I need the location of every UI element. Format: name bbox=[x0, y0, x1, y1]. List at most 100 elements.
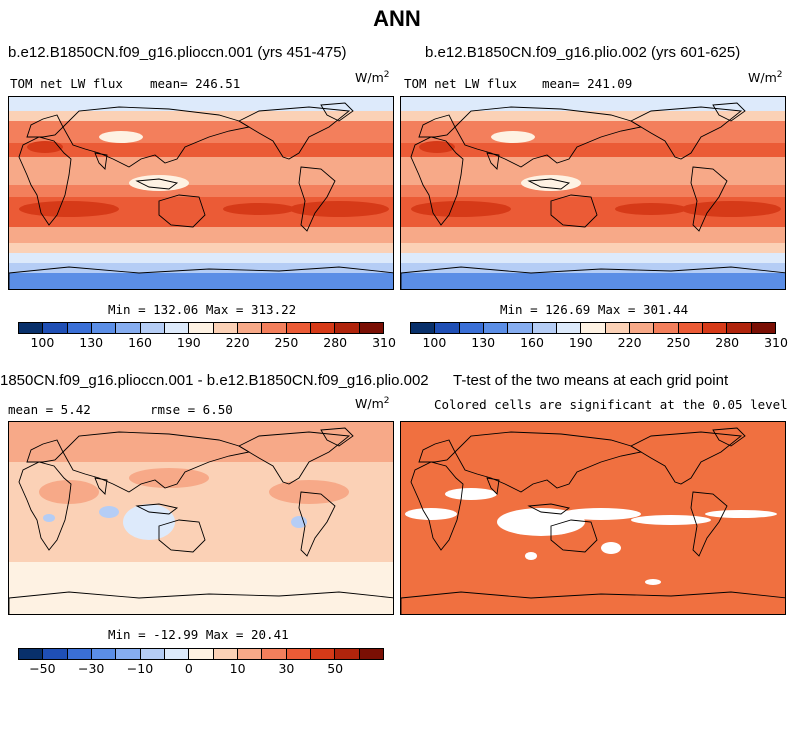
colorbar-swatch bbox=[605, 323, 630, 333]
colorbar-swatch bbox=[213, 323, 238, 333]
colorbar-tick-label: 130 bbox=[79, 335, 104, 350]
colorbar-tick-label: 100 bbox=[422, 335, 447, 350]
coastline bbox=[401, 591, 785, 614]
south-subtropics-high bbox=[411, 201, 511, 217]
colorbar-tick-label: 190 bbox=[176, 335, 201, 350]
diff-region bbox=[269, 480, 349, 504]
diff-north-band bbox=[9, 422, 393, 462]
warm-pool-low bbox=[129, 175, 189, 191]
coastline bbox=[630, 106, 743, 160]
coastline bbox=[9, 266, 393, 289]
panel2-colorbar bbox=[410, 322, 776, 334]
non-significant-region bbox=[645, 579, 661, 585]
lat-band bbox=[9, 143, 393, 157]
colorbar-swatch bbox=[19, 323, 44, 333]
panel3-rmse-label: rmse = 6.50 bbox=[150, 402, 233, 417]
coastline bbox=[320, 102, 354, 122]
panel2-variable-label: TOM net LW flux bbox=[404, 76, 517, 91]
colorbar-tick-label: 30 bbox=[278, 661, 295, 676]
panel2-map bbox=[400, 96, 786, 290]
panel3-map bbox=[8, 421, 394, 615]
coastline bbox=[690, 166, 728, 232]
panel1-map bbox=[8, 96, 394, 290]
non-significant-region bbox=[445, 488, 497, 500]
colorbar-tick-label: 280 bbox=[323, 335, 348, 350]
lat-band bbox=[9, 263, 393, 273]
colorbar-swatch bbox=[164, 323, 190, 333]
lat-band bbox=[9, 227, 393, 243]
coastline bbox=[158, 194, 206, 228]
panel2-mean-label: mean= 241.09 bbox=[542, 76, 633, 91]
lat-band bbox=[401, 253, 785, 263]
coastline bbox=[158, 519, 206, 553]
diff-south-band bbox=[9, 562, 393, 614]
figure-title: ANN bbox=[373, 6, 421, 31]
coastline bbox=[418, 114, 456, 138]
colorbar-swatch bbox=[335, 649, 360, 659]
colorbar-tick-label: 190 bbox=[568, 335, 593, 350]
coastline bbox=[550, 519, 598, 553]
lat-band bbox=[9, 253, 393, 263]
colorbar-swatch bbox=[67, 323, 92, 333]
coastline bbox=[9, 591, 393, 614]
colorbar-swatch bbox=[508, 323, 533, 333]
colorbar-swatch bbox=[459, 323, 484, 333]
colorbar-swatch bbox=[189, 649, 214, 659]
lat-band bbox=[9, 243, 393, 253]
panel2-units: W/m2 bbox=[748, 70, 783, 86]
south-pacific-high bbox=[223, 203, 295, 215]
coastline bbox=[298, 491, 336, 557]
colorbar-swatch bbox=[189, 323, 214, 333]
colorbar-swatch bbox=[629, 323, 655, 333]
coastline bbox=[135, 503, 179, 515]
coastline bbox=[18, 136, 72, 226]
colorbar-tick-label: 10 bbox=[229, 661, 246, 676]
diff-negative-region bbox=[43, 514, 55, 522]
coastline bbox=[401, 266, 785, 289]
colorbar-tick-label: 160 bbox=[128, 335, 152, 350]
colorbar-swatch bbox=[359, 649, 383, 659]
coastline bbox=[690, 491, 728, 557]
colorbar-swatch bbox=[310, 649, 336, 659]
colorbar-swatch bbox=[702, 323, 728, 333]
coastline bbox=[712, 102, 746, 122]
colorbar-swatch bbox=[43, 323, 68, 333]
colorbar-tick-label: −10 bbox=[126, 661, 154, 676]
panel4-map bbox=[400, 421, 786, 615]
colorbar-swatch bbox=[483, 323, 509, 333]
colorbar-swatch bbox=[19, 649, 44, 659]
colorbar-tick-label: 250 bbox=[274, 335, 299, 350]
non-significant-region bbox=[525, 552, 537, 560]
colorbar-tick-label: 130 bbox=[471, 335, 496, 350]
colorbar-swatch bbox=[751, 323, 775, 333]
panel1-colorbar bbox=[18, 322, 384, 334]
tibet-low bbox=[491, 131, 535, 143]
coastline bbox=[135, 178, 179, 190]
panel1-title: b.e12.B1850CN.f09_g16.plioccn.001 (yrs 4… bbox=[8, 44, 347, 61]
colorbar-swatch bbox=[654, 323, 679, 333]
colorbar-swatch bbox=[556, 323, 582, 333]
sahara-high bbox=[27, 141, 63, 153]
polar-band bbox=[9, 273, 393, 289]
colorbar-tick-label: 220 bbox=[617, 335, 642, 350]
coastline bbox=[238, 431, 351, 485]
colorbar-swatch bbox=[67, 649, 92, 659]
south-atlantic-high bbox=[289, 201, 389, 217]
panel1-mean-label: mean= 246.51 bbox=[150, 76, 241, 91]
coastline bbox=[630, 431, 743, 485]
colorbar-swatch bbox=[213, 649, 238, 659]
panel2-colorbar-ticks: 100 130 160 190 220 250 280 310 bbox=[0, 332, 794, 350]
diff-region bbox=[39, 480, 99, 504]
colorbar-swatch bbox=[237, 649, 263, 659]
colorbar-swatch bbox=[164, 649, 190, 659]
diff-negative-region bbox=[123, 504, 175, 540]
panel2-minmax: Min = 126.69 Max = 301.44 bbox=[500, 302, 689, 317]
panel1-units: W/m2 bbox=[355, 70, 390, 86]
colorbar-swatch bbox=[435, 323, 460, 333]
colorbar-tick-label: −50 bbox=[29, 661, 56, 676]
colorbar-swatch bbox=[237, 323, 263, 333]
coastline bbox=[26, 439, 64, 463]
coastline bbox=[410, 136, 464, 226]
colorbar-tick-label: 50 bbox=[327, 661, 344, 676]
panel3-minmax: Min = -12.99 Max = 20.41 bbox=[108, 627, 289, 642]
